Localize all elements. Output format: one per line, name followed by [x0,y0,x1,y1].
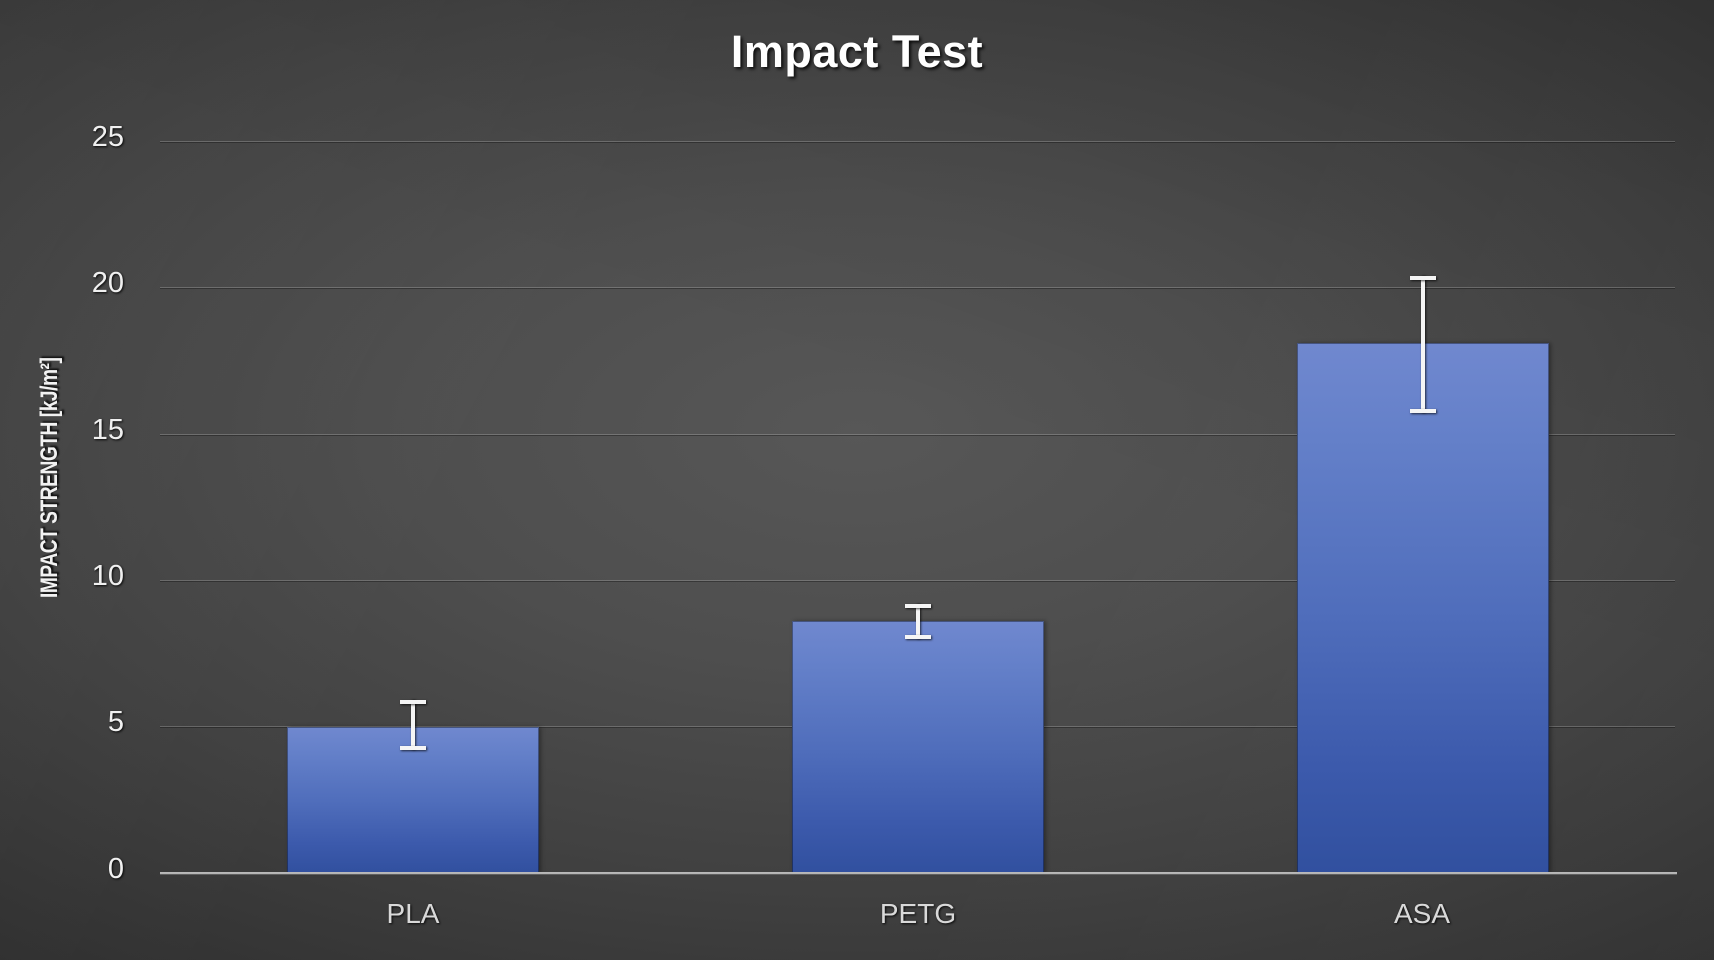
y-tick-label-0: 0 [107,853,124,885]
error-bar-stem [1420,275,1425,414]
error-bar-stem [915,603,920,639]
chart-title: Impact Test [730,26,984,77]
gridline-10 [160,580,1675,581]
error-bar-cap-top [399,700,426,705]
error-bar-cap-bottom [904,634,931,639]
bar-asa [1296,343,1549,873]
error-bar-cap-bottom [1409,409,1436,414]
x-axis-line [160,872,1677,875]
bar-pla [286,726,539,873]
gridline-20 [160,287,1675,288]
y-tick-label-20: 20 [91,267,124,299]
bar-petg [791,621,1044,873]
error-bar-cap-bottom [399,746,426,750]
x-tick-label-asa: ASA [1393,898,1451,929]
error-bar-asa [1403,275,1443,414]
y-axis-title: IMPACT STRENGTH [kJ/m²] [36,278,64,678]
gridline-15 [160,434,1675,435]
y-tick-label-25: 25 [91,121,124,153]
y-tick-label-15: 15 [91,414,124,446]
gridline-25 [160,141,1675,142]
error-bar-pla [393,700,433,750]
error-bar-stem [410,700,415,750]
x-tick-label-pla: PLA [386,898,440,929]
y-tick-label-5: 5 [107,706,124,738]
error-bar-cap-top [904,603,931,608]
x-tick-label-petg: PETG [879,898,957,929]
error-bar-cap-top [1409,275,1436,280]
error-bar-petg [898,603,938,639]
y-tick-label-10: 10 [91,560,124,592]
